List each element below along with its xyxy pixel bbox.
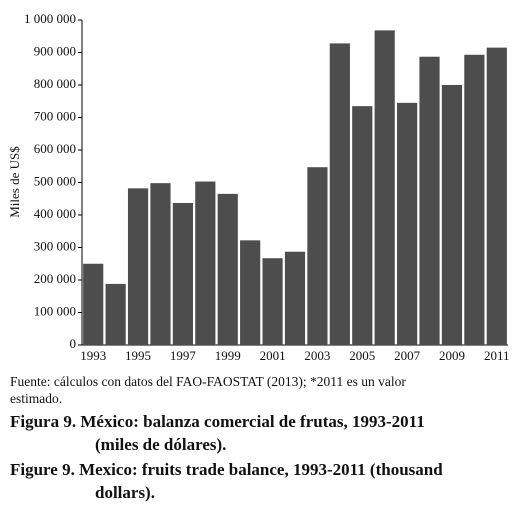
x-tick-label: 1999 [215,348,241,363]
y-tick-label: 900 000 [34,43,76,58]
bar [441,85,463,345]
y-tick-label: 200 000 [34,271,76,286]
caption: (miles de dólares). [95,435,226,454]
bar [127,188,149,345]
x-tick-label: 2007 [394,348,421,363]
bar [284,251,306,345]
bar [486,47,507,345]
bar [195,181,216,345]
y-tick-label: 800 000 [34,76,76,91]
x-tick-label: 1997 [170,348,197,363]
y-tick-label: 700 000 [34,108,76,123]
y-tick-label: 400 000 [34,206,76,221]
x-tick-label: 2011 [484,348,510,363]
source-note: estimado. [10,391,62,406]
y-axis-label: Miles de US$ [7,146,22,218]
bar [217,193,238,345]
x-tick-label: 1993 [80,348,106,363]
bar [307,167,328,345]
caption: Figure 9. Mexico: fruits trade balance, … [10,460,443,479]
bar [374,30,395,346]
y-tick-label: 0 [70,336,77,351]
bar [150,183,171,345]
bar [172,202,193,345]
y-tick-label: 300 000 [34,238,76,253]
x-tick-label: 2003 [304,348,330,363]
bar [352,106,373,345]
x-tick-label: 2009 [439,348,465,363]
y-tick-label: 500 000 [34,173,76,188]
bar [262,258,283,345]
bar [397,102,418,345]
caption: dollars). [95,483,155,502]
y-tick-label: 100 000 [34,303,76,318]
bar [329,43,350,346]
bar [464,54,485,346]
y-tick-label: 600 000 [34,141,76,156]
x-tick-label: 1995 [125,348,151,363]
bar [83,263,104,345]
bar [105,283,126,345]
bar [419,56,440,345]
y-tick-label: 1 000 000 [24,11,76,26]
source-note: Fuente: cálculos con datos del FAO-FAOST… [10,374,406,389]
caption: Figura 9. México: balanza comercial de f… [10,412,425,431]
x-tick-label: 2005 [349,348,375,363]
bar [240,240,261,345]
x-tick-label: 2001 [260,348,286,363]
